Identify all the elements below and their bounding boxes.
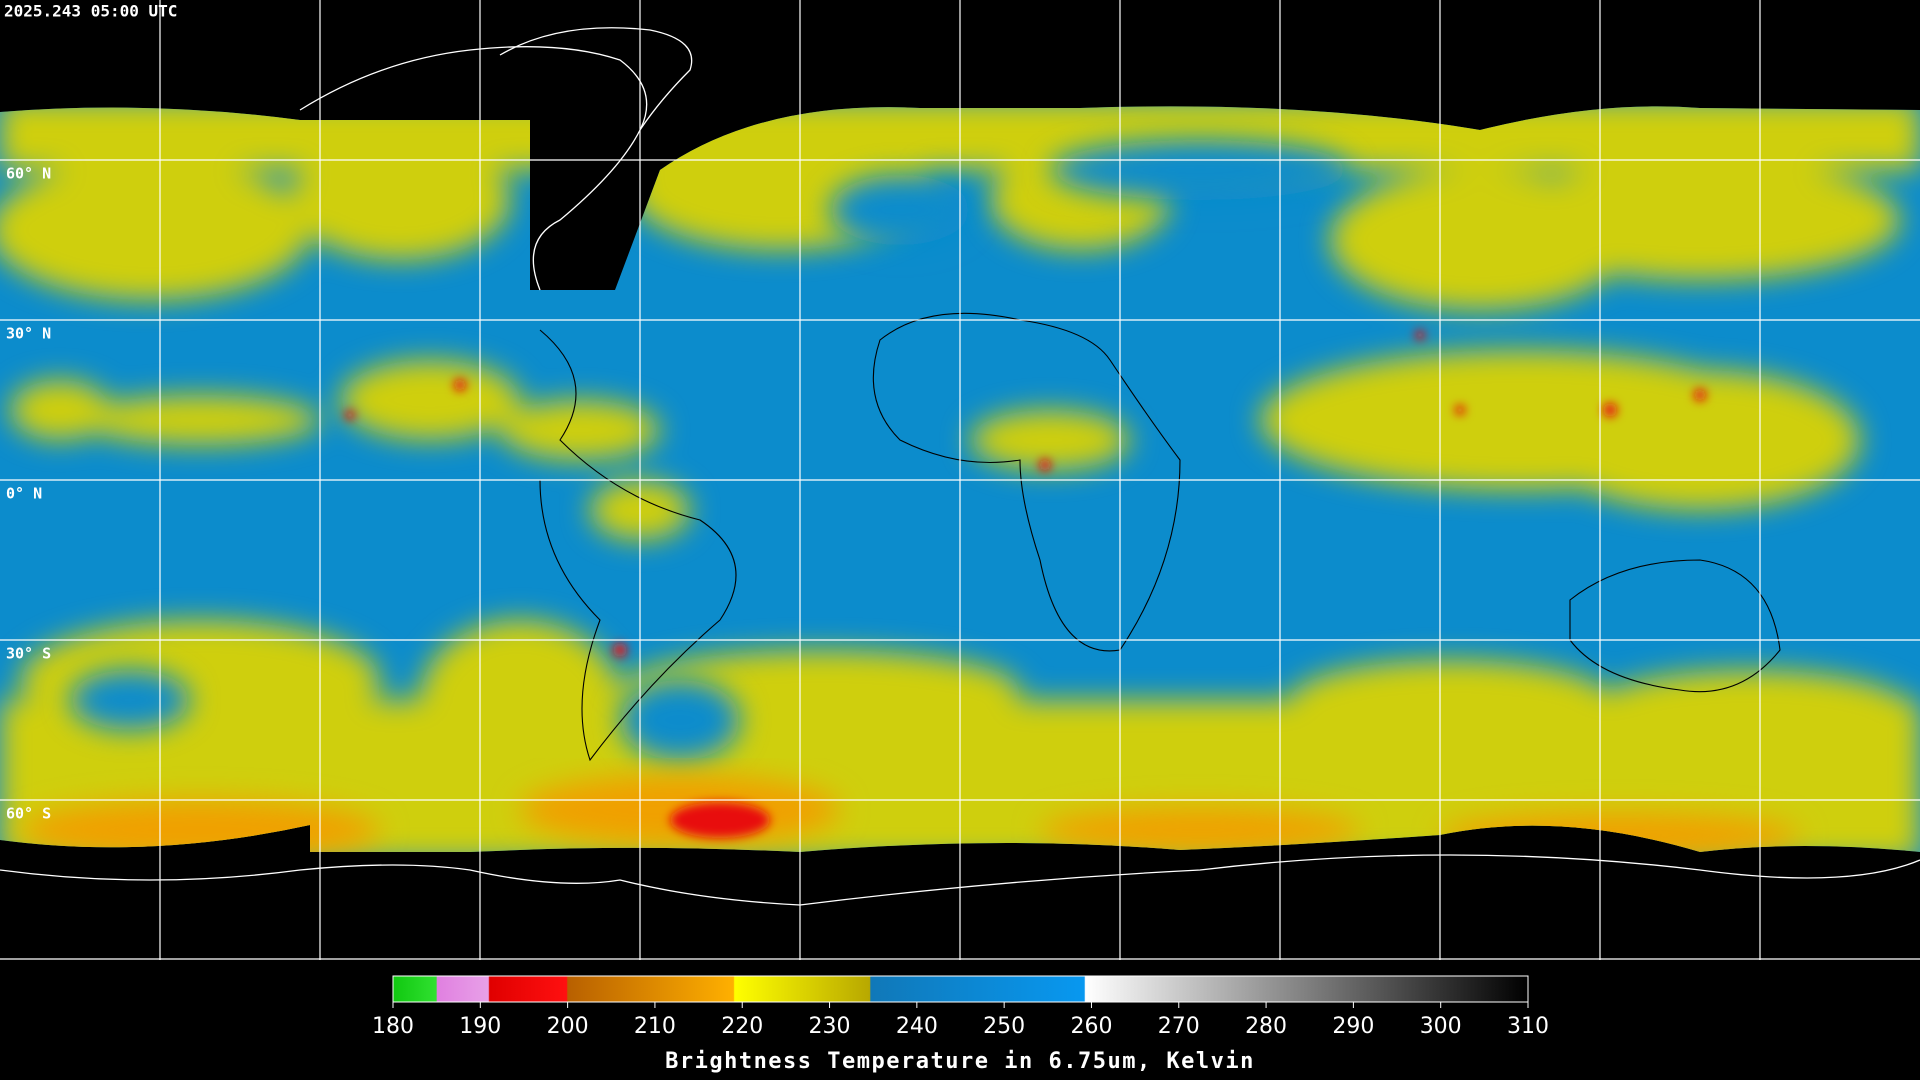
colorbar-tick-label: 280 [1245,1014,1287,1039]
colorbar-tick-label: 290 [1332,1014,1374,1039]
colorbar-tick-label: 300 [1420,1014,1462,1039]
north-america-coast [299,46,648,291]
colorbar-tick-label: 210 [634,1014,676,1039]
colorbar: Brightness Temperature in 6.75um, Kelvin… [372,975,1549,1074]
latitude-label: 30° N [6,325,51,343]
colorbar-scale [392,975,1529,1003]
colorbar-tick-label: 180 [372,1014,414,1039]
colorbar-title: Brightness Temperature in 6.75um, Kelvin [665,1049,1255,1074]
latitude-label: 60° S [6,805,51,823]
latitude-label: 0° N [6,485,42,503]
graticule [0,0,1920,960]
timestamp: 2025.243 05:00 UTC [4,2,177,21]
colorbar-tick-label: 250 [983,1014,1025,1039]
colorbar-tick-label: 260 [1070,1014,1112,1039]
latitude-label: 60° N [6,165,51,183]
greenland-coast [499,27,693,131]
colorbar-tick-label: 240 [896,1014,938,1039]
colorbar-tick-label: 270 [1158,1014,1200,1039]
colorbar-tick-label: 310 [1507,1014,1549,1039]
australia-coast [1569,559,1781,693]
colorbar-tick-label: 220 [721,1014,763,1039]
coldest-spots [345,330,1706,838]
africa-coast [872,312,1181,652]
colorbar-tick-label: 230 [809,1014,851,1039]
south-america-coast [539,329,737,762]
colorbar-tick-label: 190 [459,1014,501,1039]
colorbar-tick-label: 200 [547,1014,589,1039]
latitude-label: 30° S [6,645,51,663]
